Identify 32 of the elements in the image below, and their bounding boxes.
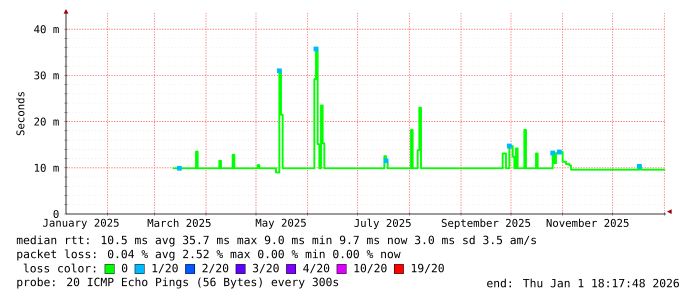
x-tick-label: January 2025 <box>43 218 119 229</box>
point <box>384 158 388 164</box>
y-tick-label: 10 m <box>34 164 59 172</box>
x-tick-label: March 2025 <box>148 218 211 227</box>
legend-label: 10/20 <box>354 264 387 274</box>
x-tick-label: September 2025 <box>442 218 530 230</box>
x-tick-label: November 2025 <box>546 218 629 227</box>
y-tick-label: 30 m <box>34 71 59 80</box>
x-tick-label: May 2025 <box>256 218 306 229</box>
x-tick-label: July 2025 <box>354 218 411 230</box>
point <box>314 46 318 52</box>
text: median rtt: 10.5 ms avg 35.7 ms max 9.0 ms min 9.7 ms now 3.0 ms sd 3.5 am/s <box>16 235 536 247</box>
point <box>276 68 282 74</box>
point <box>506 144 512 148</box>
legend-label: 0 <box>122 264 128 272</box>
y-tick-label: 0 <box>54 210 59 218</box>
y-axis-title: Seconds <box>16 92 24 136</box>
legend-label: 4/20 <box>303 264 330 274</box>
point <box>556 150 562 154</box>
point <box>636 164 642 169</box>
point <box>550 150 556 156</box>
legend-label: 1/20 <box>152 264 178 274</box>
legend-title: loss color: <box>24 264 96 273</box>
y-tick-label: 40 m <box>34 25 59 34</box>
point <box>176 166 182 171</box>
legend-label: 2/20 <box>202 264 228 274</box>
legend-label: 3/20 <box>252 264 279 274</box>
text: end: Thu Jan 1 18:17:48 2026 <box>487 278 679 288</box>
y-tick-label: 20 m <box>34 118 59 126</box>
text: probe: 20 ICMP Echo Pings (56 Bytes) every 300s <box>17 277 338 289</box>
legend-label: 19/20 <box>412 264 444 274</box>
text: packet loss: 0.04 % avg 2.52 % max 0.00 % min 0.00 % now <box>17 249 401 261</box>
